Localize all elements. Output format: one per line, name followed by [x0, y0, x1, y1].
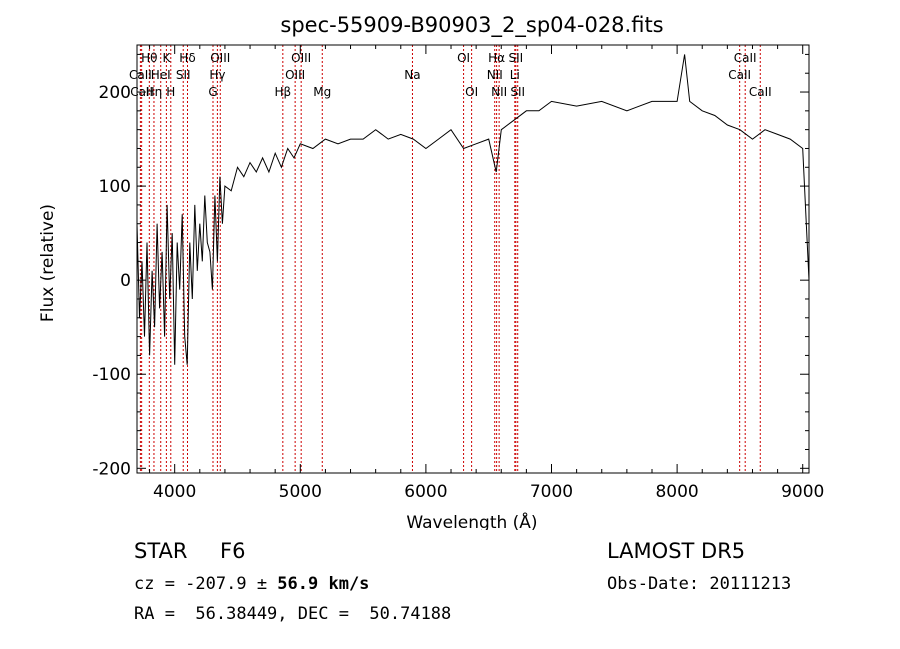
spectral-line-label: H: [166, 85, 175, 99]
y-tick-label: -100: [92, 365, 131, 385]
spectral-line-label: Hθ: [141, 51, 157, 65]
x-axis-label: Wavelength (Å): [406, 511, 537, 530]
spectral-line-label: HeI: [151, 68, 171, 82]
spectral-line-label: Hδ: [179, 51, 195, 65]
y-tick-label: 100: [99, 177, 131, 197]
y-axis-label: Flux (relative): [38, 204, 58, 322]
spectral-line-label: NII: [491, 85, 507, 99]
spectral-line-label: OIII: [291, 51, 311, 65]
observation-date: Obs-Date: 20111213: [607, 574, 792, 594]
redshift-readout: cz = -207.9 ± 56.9 km/s: [134, 574, 369, 594]
spectrum-chart: spec-55909-B90903_2_sp04-028.fits Hθ K Hδ O…: [38, 13, 824, 533]
spectral-line-label: NII: [487, 68, 503, 82]
spectral-line-label: Mg: [313, 85, 331, 99]
object-class: STAR: [134, 539, 188, 563]
survey-name: LAMOST DR5: [607, 539, 746, 563]
coordinates: RA = 56.38449, DEC = 50.74188: [134, 604, 452, 624]
spectral-line-label: SII: [510, 85, 525, 99]
x-tick-label: 8000: [655, 482, 698, 502]
spectral-line-markers: [139, 45, 761, 473]
spectral-line-label: Hα: [488, 51, 505, 65]
spectral-line-label: CaII: [728, 68, 751, 82]
y-axis-ticks: -200 -100 0 100 200: [92, 53, 809, 479]
spectral-line-label: Na: [404, 68, 420, 82]
x-tick-label: 7000: [530, 482, 573, 502]
spectral-line-label: K: [162, 51, 171, 65]
x-axis-ticks: 4000 5000 6000 7000 8000 9000: [149, 45, 824, 502]
y-tick-label: -200: [92, 459, 131, 479]
x-tick-label: 9000: [781, 482, 824, 502]
y-tick-label: 0: [120, 271, 131, 291]
spectral-line-label: Hβ: [274, 85, 291, 99]
spectrum-line: [136, 54, 810, 365]
spectral-line-label: OI: [465, 85, 478, 99]
spectral-line-label: G: [208, 85, 217, 99]
spectral-line-label: SII: [176, 68, 191, 82]
spectral-line-label: CaII: [734, 51, 757, 65]
plot-frame: [136, 44, 810, 474]
chart-title: spec-55909-B90903_2_sp04-028.fits: [280, 13, 663, 38]
spectral-line-label: Li: [510, 68, 520, 82]
spectral-line-label: CaII: [129, 68, 152, 82]
spectral-line-label: OIII: [285, 68, 305, 82]
y-tick-label: 200: [99, 83, 131, 103]
spectral-line-label: OIII: [210, 51, 230, 65]
spectral-line-label: Hη: [146, 85, 163, 99]
spectral-line-label: SII: [508, 51, 523, 65]
redshift-error: 56.9 km/s: [277, 574, 370, 594]
object-subclass: F6: [220, 539, 246, 563]
x-tick-label: 5000: [279, 482, 322, 502]
redshift-value: cz = -207.9 ±: [134, 574, 278, 594]
spectral-line-label: OI: [457, 51, 470, 65]
spectral-line-label: CaII: [749, 85, 772, 99]
x-tick-label: 6000: [404, 482, 447, 502]
spectral-line-label: Hγ: [209, 68, 225, 82]
x-tick-label: 4000: [153, 482, 196, 502]
